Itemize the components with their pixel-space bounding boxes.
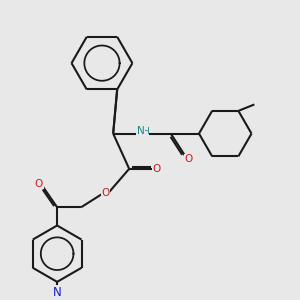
Text: O: O — [101, 188, 109, 198]
Text: N: N — [136, 126, 144, 136]
Text: O: O — [184, 154, 193, 164]
Text: O: O — [35, 179, 43, 189]
Text: N: N — [53, 286, 62, 298]
Text: O: O — [152, 164, 160, 174]
Text: H: H — [142, 127, 148, 136]
